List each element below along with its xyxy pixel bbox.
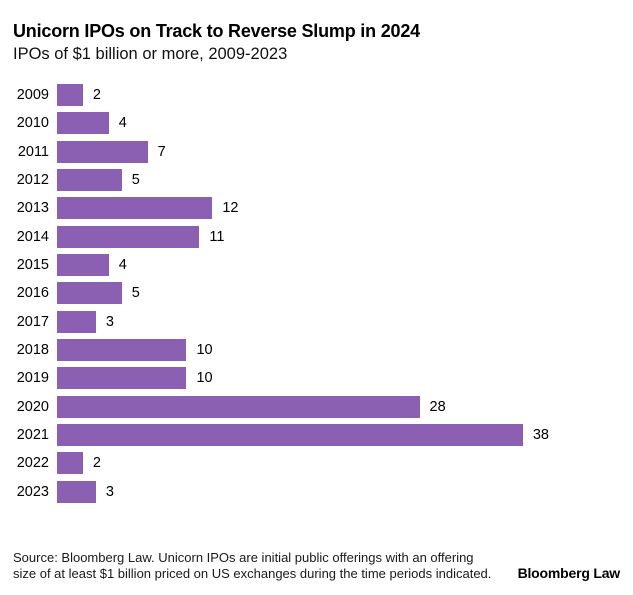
bar: [57, 480, 96, 503]
bar-track: 28: [57, 395, 549, 418]
value-label: 10: [196, 370, 213, 387]
bar: [57, 282, 122, 305]
bar: [57, 339, 187, 362]
chart-row: 2011 7: [13, 140, 620, 163]
bar-track: 7: [57, 140, 549, 163]
bar: [57, 169, 122, 192]
chart-title: Unicorn IPOs on Track to Reverse Slump i…: [13, 21, 420, 41]
bar-track: 2: [57, 452, 549, 475]
chart-row: 2013 12: [13, 197, 620, 220]
year-label: 2016: [16, 285, 49, 302]
year-label: 2012: [16, 172, 49, 189]
chart-subtitle: IPOs of $1 billion or more, 2009-2023: [13, 45, 288, 63]
bar-track: 4: [57, 112, 549, 135]
chart-row: 2017 3: [13, 310, 620, 333]
value-label: 4: [118, 115, 127, 132]
value-label: 3: [105, 483, 114, 500]
bar-track: 2: [57, 84, 549, 106]
bar-track: 4: [57, 254, 549, 277]
source-note-line1: Source: Bloomberg Law. Unicorn IPOs are …: [13, 550, 474, 565]
chart-row: 2022 2: [13, 452, 620, 475]
chart-row: 2016 5: [13, 282, 620, 305]
bar: [57, 225, 200, 248]
value-label: 2: [92, 455, 101, 472]
value-label: 38: [532, 427, 549, 444]
chart-row: 2012 5: [13, 169, 620, 192]
chart-row: 2015 4: [13, 254, 620, 277]
chart-row: 2019 10: [13, 367, 620, 390]
bar-track: 38: [57, 424, 549, 447]
bar: [57, 367, 187, 390]
bar: [57, 395, 420, 418]
year-label: 2018: [16, 342, 49, 359]
year-label: 2014: [16, 228, 49, 245]
year-label: 2011: [17, 143, 49, 160]
bar: [57, 310, 96, 333]
bar-track: 5: [57, 169, 549, 192]
chart-row: 2020 28: [13, 395, 620, 418]
value-label: 11: [209, 228, 225, 245]
bar-track: 12: [57, 197, 549, 220]
year-label: 2017: [16, 313, 49, 330]
bar-track: 5: [57, 282, 549, 305]
chart-row: 2021 38: [13, 424, 620, 447]
source-note-line2: size of at least $1 billion priced on US…: [13, 565, 492, 581]
chart-row: 2018 10: [13, 339, 620, 362]
bar: [57, 140, 148, 163]
chart-header: Unicorn IPOs on Track to Reverse Slump i…: [13, 20, 620, 65]
value-label: 2: [92, 87, 101, 103]
bar: [57, 452, 83, 475]
value-label: 10: [196, 342, 213, 359]
bar: [57, 84, 83, 106]
chart-footer: Source: Bloomberg Law. Unicorn IPOs are …: [13, 550, 620, 581]
year-label: 2010: [16, 115, 49, 132]
bar-track: 10: [57, 339, 549, 362]
bar: [57, 424, 523, 447]
year-label: 2009: [16, 87, 49, 103]
source-note: Source: Bloomberg Law. Unicorn IPOs are …: [13, 550, 491, 581]
bar-track: 3: [57, 310, 549, 333]
chart-row: 2023 3: [13, 480, 620, 503]
bar-track: 11: [57, 225, 549, 248]
bar: [57, 112, 109, 135]
chart-row: 2014 11: [13, 225, 620, 248]
bar-track: 3: [57, 480, 549, 503]
chart-row: 2009 2: [13, 84, 620, 106]
value-label: 28: [429, 398, 446, 415]
value-label: 7: [157, 143, 166, 160]
bar: [57, 254, 109, 277]
year-label: 2015: [16, 257, 49, 274]
bar-track: 10: [57, 367, 549, 390]
value-label: 5: [131, 285, 140, 302]
bloomberg-law-logo: Bloomberg Law: [517, 565, 621, 581]
value-label: 12: [222, 200, 239, 217]
year-label: 2022: [16, 455, 49, 472]
year-label: 2021: [16, 427, 49, 444]
year-label: 2019: [16, 370, 49, 387]
year-label: 2020: [16, 398, 49, 415]
year-label: 2013: [16, 200, 49, 217]
year-label: 2023: [16, 483, 49, 500]
chart-row: 2010 4: [13, 112, 620, 135]
value-label: 3: [105, 313, 114, 330]
bar-chart: 2009 2 2010 4 2011 7 2012: [13, 84, 620, 509]
bar: [57, 197, 213, 220]
value-label: 4: [118, 257, 127, 274]
value-label: 5: [131, 172, 140, 189]
